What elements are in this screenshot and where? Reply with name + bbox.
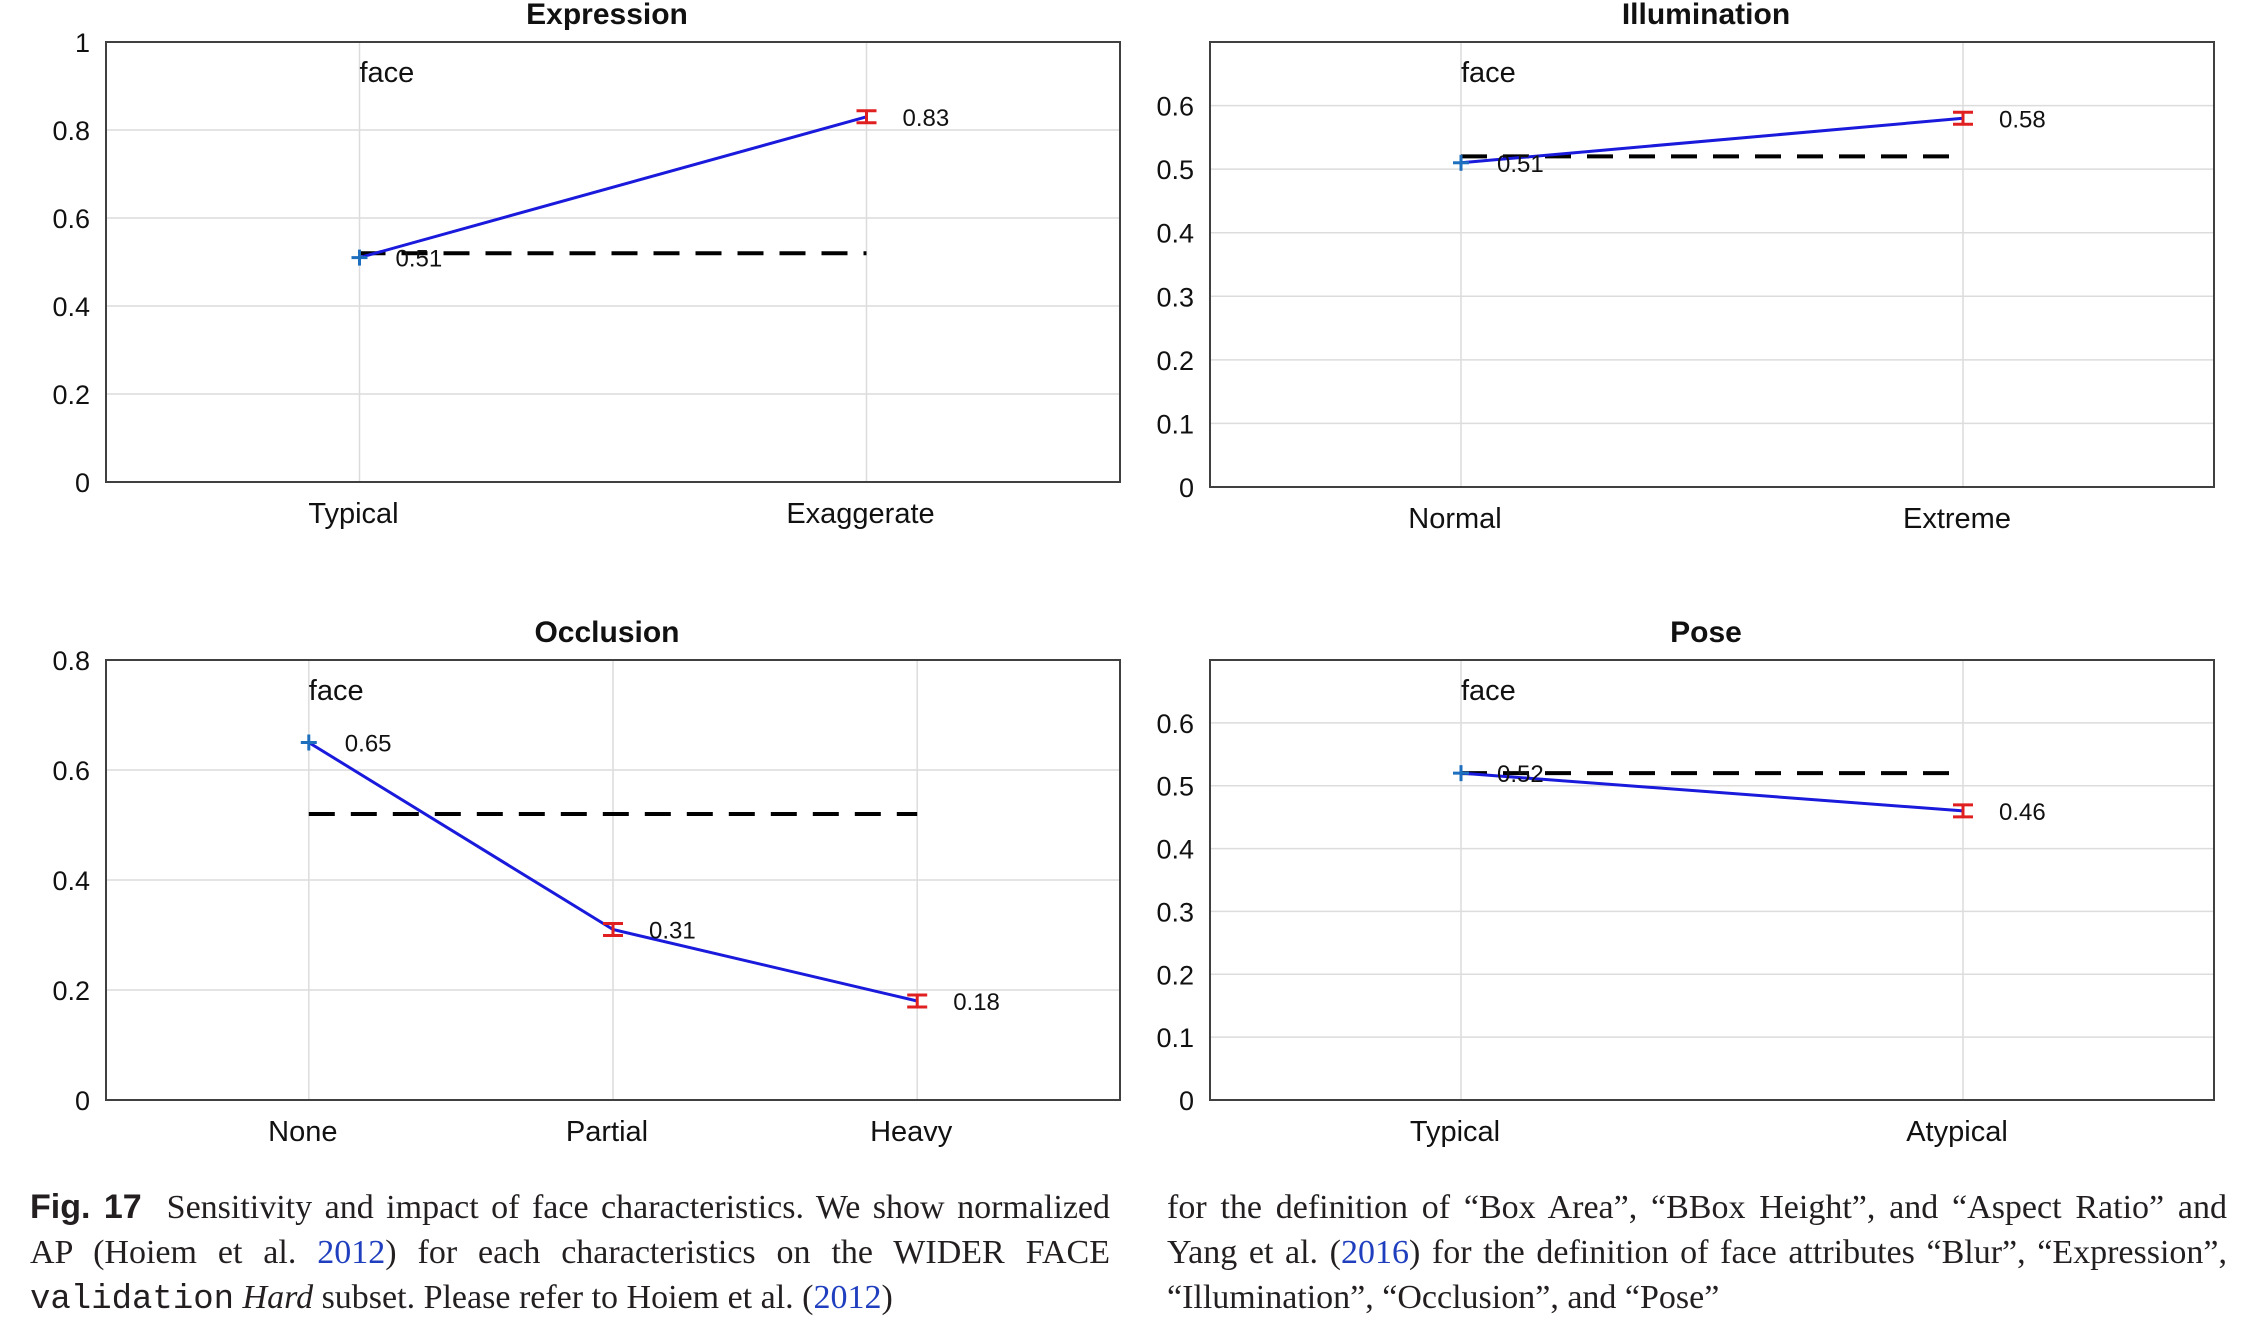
data-label: 0.18 — [953, 989, 1000, 1016]
figure-label: Fig. 17 — [30, 1188, 142, 1226]
y-tick-label: 0.1 — [1156, 409, 1194, 439]
caption-right: for the definition of “Box Area”, “BBox … — [1167, 1185, 2227, 1320]
x-tick-label: Extreme — [1903, 503, 2011, 535]
caption-text: ) — [881, 1279, 893, 1316]
y-tick-label: 0.3 — [1156, 282, 1194, 312]
y-tick-label: 0.6 — [52, 756, 90, 786]
chart-title: Occlusion — [534, 616, 679, 649]
data-label: 0.51 — [1497, 151, 1544, 178]
citation-link[interactable]: 2016 — [1341, 1234, 1409, 1271]
y-tick-label: 0.4 — [52, 292, 90, 322]
data-label: 0.83 — [903, 105, 950, 132]
caption-text: ) for each characteristics on the WIDER … — [385, 1234, 1110, 1271]
series-line — [1460, 116, 1964, 165]
y-tick-label: 0 — [1179, 473, 1194, 503]
x-tick-label: None — [268, 1116, 337, 1148]
caption-text: Sensitivity and impact of face character… — [30, 1189, 1111, 1271]
series-label: face — [309, 675, 364, 707]
series-line — [359, 115, 867, 260]
series-label: face — [1461, 675, 1516, 707]
series-label: face — [1461, 57, 1516, 89]
caption-text: for the definition of “Box Area”, “BBox … — [1167, 1189, 2227, 1271]
y-tick-label: 0.6 — [1156, 709, 1194, 739]
chart-title: Expression — [526, 0, 688, 31]
caption-text: subset. Please refer to Hoiem et al. ( — [313, 1279, 814, 1316]
y-tick-label: 0.4 — [1156, 219, 1194, 249]
data-label: 0.46 — [1999, 799, 2046, 826]
x-tick-label: Heavy — [870, 1116, 953, 1148]
x-tick-label: Atypical — [1906, 1116, 2008, 1148]
citation-link[interactable]: 2012 — [317, 1234, 386, 1271]
y-tick-label: 0.3 — [1156, 897, 1194, 927]
caption-text: ) for the definition of face attributes … — [1167, 1234, 2227, 1316]
data-label: 0.58 — [1999, 106, 2046, 133]
y-tick-label: 0.6 — [1156, 92, 1194, 122]
citation-link[interactable]: 2012 — [813, 1279, 882, 1316]
y-tick-label: 0 — [75, 468, 90, 498]
y-tick-label: 0.6 — [52, 204, 90, 234]
y-tick-label: 0.2 — [1156, 960, 1194, 990]
y-tick-label: 0 — [75, 1086, 90, 1116]
y-tick-label: 0.8 — [52, 116, 90, 146]
x-tick-label: Partial — [566, 1116, 648, 1148]
series-label: face — [360, 57, 415, 89]
series-line — [1460, 771, 1964, 813]
chart-title: Pose — [1670, 616, 1742, 649]
y-tick-label: 0.2 — [52, 976, 90, 1006]
caption-italic: Hard — [242, 1279, 314, 1316]
x-tick-label: Normal — [1408, 503, 1501, 535]
chart-title: Illumination — [1622, 0, 1790, 31]
y-tick-label: 0 — [1179, 1086, 1194, 1116]
x-tick-label: Exaggerate — [786, 498, 934, 530]
y-tick-label: 0.1 — [1156, 1023, 1194, 1053]
y-tick-label: 0.2 — [1156, 346, 1194, 376]
data-label: 0.65 — [345, 731, 392, 758]
data-label: 0.52 — [1497, 761, 1544, 788]
y-tick-label: 0.5 — [1156, 155, 1194, 185]
caption-code: validation — [30, 1281, 235, 1319]
y-tick-label: 1 — [75, 28, 90, 58]
data-label: 0.31 — [649, 918, 696, 945]
plot-frame — [1209, 659, 2215, 1101]
y-tick-label: 0.4 — [52, 866, 90, 896]
y-tick-label: 0.2 — [52, 380, 90, 410]
data-label: 0.51 — [396, 246, 443, 273]
plot-frame — [1209, 41, 2215, 488]
plot-frame — [105, 659, 1121, 1101]
y-tick-label: 0.5 — [1156, 772, 1194, 802]
caption-left: Fig. 17 Sensitivity and impact of face c… — [30, 1185, 1110, 1323]
y-tick-label: 0.4 — [1156, 835, 1194, 865]
plot-frame — [105, 41, 1121, 483]
y-tick-label: 0.8 — [52, 646, 90, 676]
x-tick-label: Typical — [1410, 1116, 1500, 1148]
x-tick-label: Typical — [308, 498, 398, 530]
